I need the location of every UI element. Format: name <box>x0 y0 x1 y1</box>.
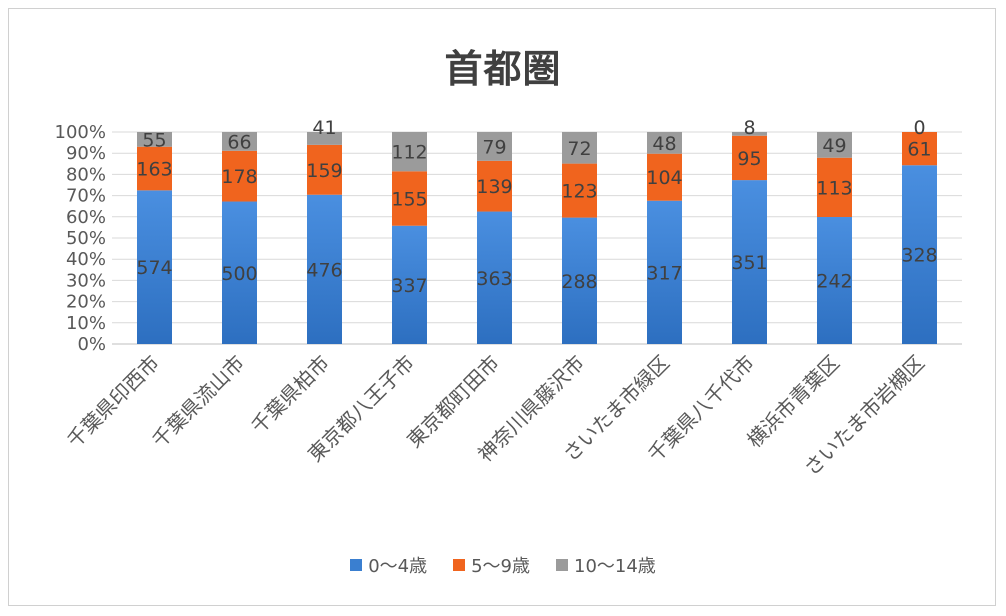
data-label: 79 <box>482 136 506 158</box>
y-tick-label: 100% <box>55 122 106 143</box>
bar-segment <box>137 132 172 147</box>
data-label: 155 <box>391 189 427 211</box>
legend-item: 5～9歳 <box>453 552 530 578</box>
data-label: 351 <box>731 252 767 274</box>
legend-item: 10～14歳 <box>556 552 656 578</box>
y-tick-label: 20% <box>66 292 106 313</box>
bar-segment <box>137 190 172 344</box>
data-label: 0 <box>913 117 925 139</box>
data-label: 363 <box>476 268 512 290</box>
x-category-label: 千葉県流山市 <box>147 351 249 453</box>
bar-segment <box>647 132 682 154</box>
data-label: 317 <box>646 262 682 284</box>
y-tick-label: 30% <box>66 270 106 291</box>
data-label: 500 <box>221 263 257 285</box>
y-tick-label: 50% <box>66 228 106 249</box>
y-tick-label: 10% <box>66 313 106 334</box>
legend-label: 10～14歳 <box>574 556 656 577</box>
bar-segment <box>732 135 767 181</box>
bar-segment <box>222 150 257 202</box>
data-label: 55 <box>142 129 166 151</box>
bar-segment <box>392 171 427 226</box>
legend-swatch <box>350 559 363 571</box>
legend-label: 0～4歳 <box>368 556 428 577</box>
legend-swatch <box>453 559 466 571</box>
bar-segment <box>902 132 937 166</box>
chart-legend: 0～4歳 5～9歳 10～14歳 <box>0 552 1006 578</box>
data-label: 328 <box>901 245 937 267</box>
bar-segment <box>307 132 342 145</box>
bar-segment <box>477 211 512 344</box>
bar-segment <box>732 132 767 136</box>
bar-segment <box>647 200 682 344</box>
y-tick-label: 70% <box>66 186 106 207</box>
data-label: 48 <box>652 133 676 155</box>
data-label: 178 <box>221 166 257 188</box>
data-label: 242 <box>816 271 852 293</box>
bar-segment <box>137 146 172 191</box>
data-label: 72 <box>567 138 591 160</box>
bar-segment <box>222 201 257 344</box>
bar-segment <box>392 132 427 172</box>
data-label: 112 <box>391 142 427 164</box>
legend-label: 5～9歳 <box>471 556 530 577</box>
bar-segment <box>222 132 257 151</box>
bar-segment <box>902 165 937 344</box>
data-label: 123 <box>561 181 597 203</box>
data-label: 49 <box>822 135 846 157</box>
bar-segment <box>392 225 427 344</box>
y-tick-label: 90% <box>66 143 106 164</box>
data-label: 66 <box>227 131 251 153</box>
data-label: 574 <box>136 257 172 279</box>
data-label: 8 <box>743 117 755 139</box>
legend-item: 0～4歳 <box>350 552 427 578</box>
bar-segment <box>307 194 342 344</box>
bar-segment <box>732 180 767 344</box>
data-label: 288 <box>561 271 597 293</box>
data-label: 139 <box>476 176 512 198</box>
bar-segment <box>817 217 852 344</box>
data-label: 337 <box>391 275 427 297</box>
legend-swatch <box>556 559 568 571</box>
bar-segment <box>562 217 597 344</box>
data-label: 159 <box>306 160 342 182</box>
bar-segment <box>817 132 852 158</box>
bar-segment <box>477 160 512 212</box>
data-label: 163 <box>136 159 172 181</box>
y-tick-label: 0% <box>77 334 106 355</box>
bar-segment <box>477 132 512 161</box>
chart-title: 首都圏 <box>444 47 562 91</box>
y-tick-label: 60% <box>66 207 106 228</box>
bar-segment <box>817 157 852 218</box>
data-label: 104 <box>646 167 682 189</box>
data-label: 476 <box>306 259 342 281</box>
bar-segment <box>562 163 597 218</box>
x-category-label: 千葉県柏市 <box>246 351 334 439</box>
data-label: 95 <box>737 148 761 170</box>
y-tick-label: 40% <box>66 249 106 270</box>
bar-segment <box>562 132 597 164</box>
data-label: 41 <box>312 117 336 139</box>
data-label: 113 <box>816 177 852 199</box>
bar-segment <box>307 144 342 195</box>
y-tick-label: 80% <box>66 164 106 185</box>
data-label: 61 <box>907 139 931 161</box>
bar-segment <box>647 153 682 201</box>
